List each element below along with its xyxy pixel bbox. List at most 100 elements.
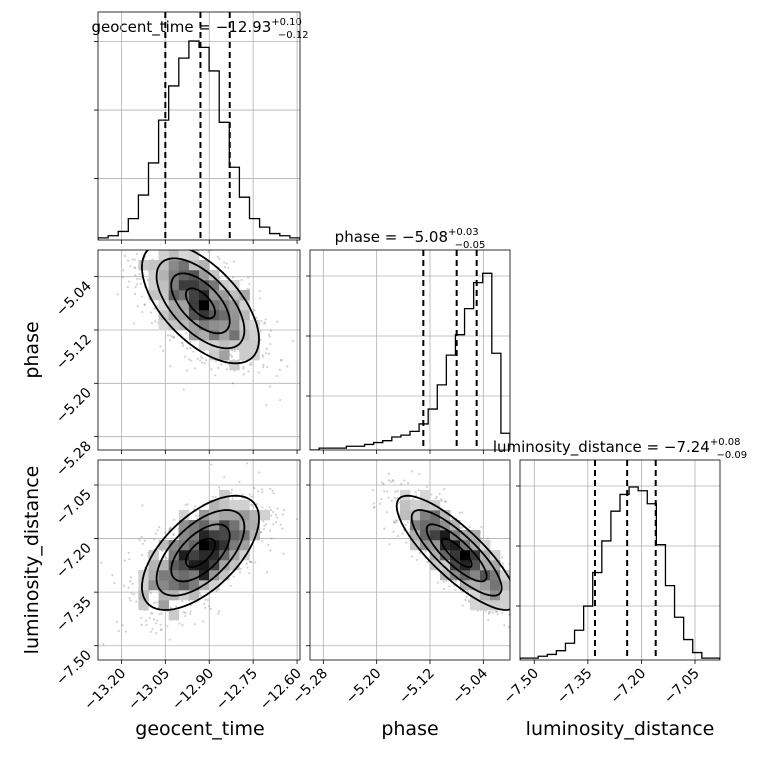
y-tick-label: −7.50 [53, 647, 95, 689]
density-cell [219, 350, 230, 361]
x-tick-label: −5.20 [343, 666, 385, 708]
scatter-point [184, 611, 187, 614]
scatter-point [166, 625, 169, 628]
scatter-point [501, 611, 504, 615]
panel-frame [97, 11, 301, 241]
scatter-point [150, 321, 153, 325]
scatter-point [425, 485, 429, 488]
scatter-point [179, 244, 181, 246]
scatter-point [528, 586, 530, 588]
scatter-point [387, 472, 390, 475]
density-cell [138, 600, 149, 611]
density-cell [178, 310, 190, 321]
scatter-point [247, 370, 250, 373]
density-cell [168, 270, 180, 281]
scatter-point [171, 246, 173, 248]
scatter-point [279, 359, 283, 362]
density-cell [148, 270, 159, 281]
scatter-point [526, 612, 528, 614]
scatter-point [136, 305, 139, 308]
scatter-point [394, 497, 397, 500]
density-cell [219, 320, 230, 331]
scatter-point [269, 385, 272, 388]
scatter-point [487, 612, 491, 615]
scatter-point [172, 533, 175, 536]
scatter-point [159, 345, 162, 348]
scatter-point [503, 624, 506, 627]
scatter-point [159, 242, 161, 244]
density-cell [178, 550, 190, 561]
scatter-point [203, 362, 206, 365]
scatter-point [440, 499, 443, 502]
scatter-point [246, 566, 249, 569]
scatter-point [398, 501, 401, 504]
scatter-point [512, 592, 514, 594]
scatter-point [140, 233, 142, 235]
scatter-point [159, 623, 162, 626]
density-cell [158, 270, 169, 281]
histogram-step [98, 40, 300, 240]
scatter-point [262, 365, 265, 369]
scatter-point [385, 511, 389, 514]
density-cell [158, 250, 169, 261]
scatter-point [116, 227, 118, 229]
scatter-point [528, 620, 530, 622]
scatter-point [269, 549, 272, 552]
scatter-point [407, 481, 410, 485]
scatter-point [162, 349, 165, 352]
scatter-point [192, 350, 195, 353]
density-cell [209, 550, 220, 561]
scatter-point [214, 495, 217, 499]
density-cell [209, 510, 220, 521]
density-cell [239, 550, 250, 561]
density-cell [219, 570, 230, 581]
scatter-point [182, 610, 185, 614]
scatter-point [169, 606, 172, 609]
scatter-point [148, 243, 150, 245]
scatter-point [512, 601, 514, 603]
scatter-point [454, 588, 457, 591]
contour-line [155, 257, 246, 350]
density-cell [188, 320, 200, 331]
density-cell [229, 320, 240, 331]
contour-line [425, 523, 488, 583]
scatter-point [231, 382, 235, 385]
scatter-point [181, 600, 184, 603]
density-cell [158, 540, 169, 551]
scatter-point [276, 516, 279, 519]
scatter-point [177, 242, 179, 244]
scatter-point [263, 322, 266, 325]
scatter-point [394, 519, 397, 522]
density-cell [420, 520, 431, 531]
scatter-point [225, 262, 228, 265]
scatter-point [115, 620, 118, 624]
scatter-point [525, 625, 527, 627]
density-cell [480, 600, 491, 611]
scatter-point [281, 513, 284, 516]
scatter-point [152, 602, 156, 605]
density-cell [249, 340, 260, 351]
scatter-point [516, 587, 518, 589]
scatter-point [278, 368, 282, 371]
scatter-point [518, 600, 520, 602]
panel-frame [309, 249, 511, 451]
panel-frame [97, 249, 301, 451]
scatter-point [128, 558, 131, 561]
scatter-point [200, 355, 203, 358]
density-cell [188, 560, 200, 571]
scatter-point [242, 365, 245, 368]
panel-frame [309, 459, 511, 661]
density-cell [138, 580, 149, 591]
density-cell [178, 520, 190, 531]
scatter-panel-distance-vs-geocent-time: −13.20−13.05−12.90−12.75−12.60−7.50−7.35… [53, 459, 305, 713]
scatter-point [183, 355, 187, 358]
scatter-point [487, 618, 490, 621]
scatter-point [468, 601, 471, 604]
scatter-point [154, 532, 157, 535]
scatter-point [129, 599, 132, 602]
contour-line [155, 509, 246, 597]
scatter-point [262, 519, 265, 523]
contour-line [184, 537, 216, 568]
scatter-point [182, 344, 185, 347]
scatter-point [123, 559, 126, 562]
